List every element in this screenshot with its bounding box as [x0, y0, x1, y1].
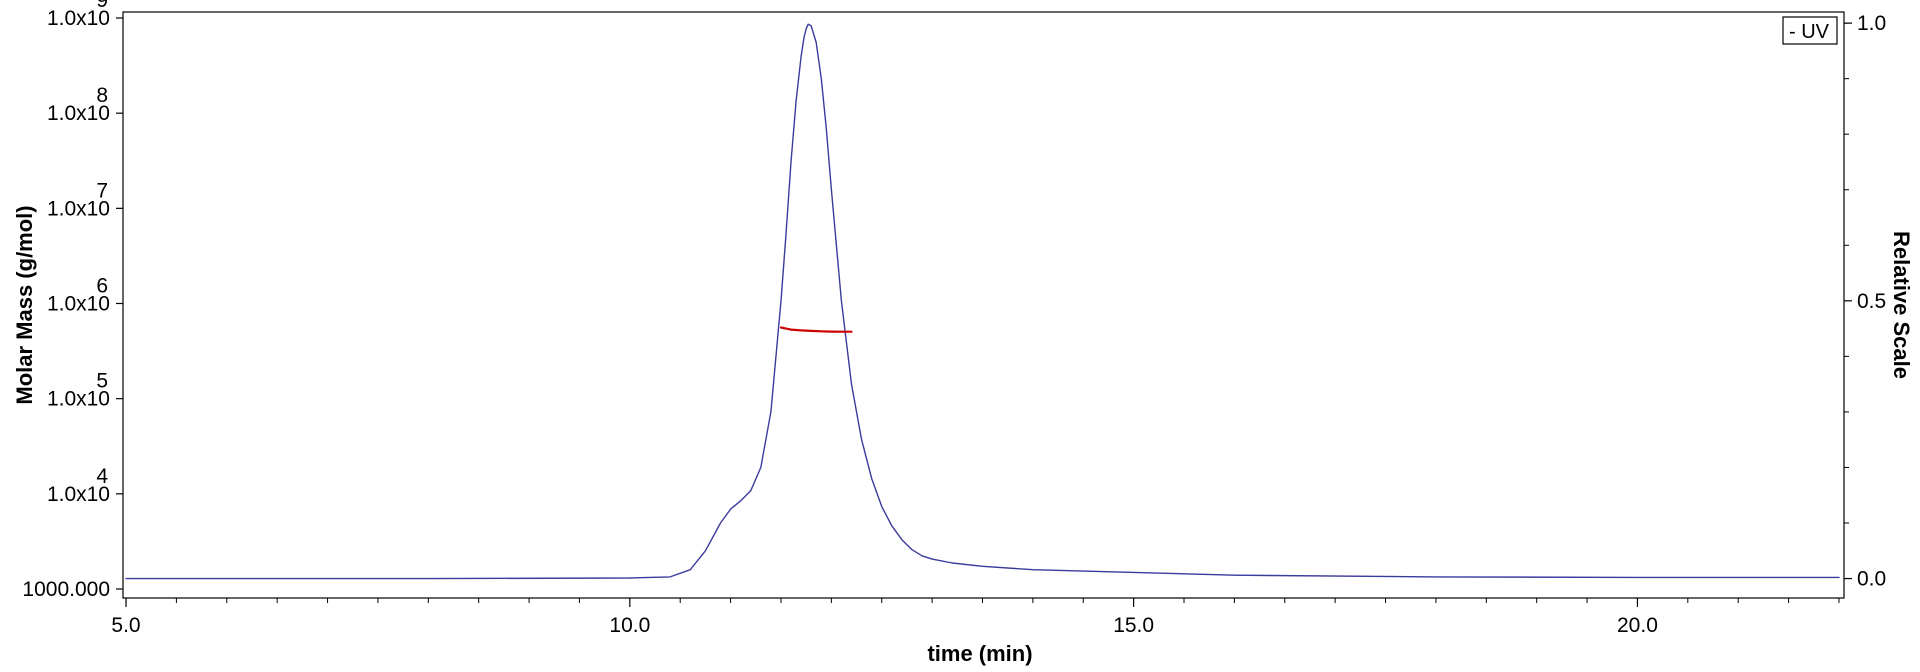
y-left-tick-label: 1000.000 [22, 578, 110, 601]
y-left-tick-exponent: 8 [96, 84, 108, 107]
y-right-tick-label: 0.0 [1857, 568, 1886, 591]
plot-frame [122, 11, 1845, 599]
series-uv-line [125, 23, 1840, 580]
y-left-tick-label: 1.0x10 [47, 483, 110, 506]
y-left-tick-label: 1.0x10 [47, 388, 110, 411]
y-axis-right: 0.0 0.5 1.0 [1844, 12, 1886, 591]
y-axis-left: 1000.0001.0x1041.0x1051.0x1061.0x1071.0x… [22, 0, 123, 601]
y-right-tick-label: 1.0 [1857, 12, 1886, 35]
y-left-tick-label: 1.0x10 [47, 197, 110, 220]
legend-entry-uv: - UV [1789, 21, 1830, 43]
x-tick-label: 10.0 [609, 614, 650, 637]
series-layer [125, 23, 1840, 580]
y-left-tick-exponent: 9 [96, 0, 108, 12]
x-tick-label: 15.0 [1113, 614, 1154, 637]
y-left-tick-exponent: 5 [96, 370, 108, 393]
y-left-tick-exponent: 6 [96, 275, 108, 298]
x-tick-label: 5.0 [111, 614, 140, 637]
y-left-tick-exponent: 7 [96, 179, 108, 202]
y-left-tick-label: 1.0x10 [47, 293, 110, 316]
y-left-tick-label: 1.0x10 [47, 7, 110, 30]
x-axis: 5.0 10.0 15.0 20.0 [111, 598, 1840, 637]
y-axis-left-title: Molar Mass (g/mol) [12, 205, 37, 404]
y-left-tick-label: 1.0x10 [47, 102, 110, 125]
y-right-tick-label: 0.5 [1857, 290, 1886, 313]
series-molar-mass-line [779, 326, 853, 333]
legend: - UV [1782, 16, 1838, 45]
x-tick-label: 20.0 [1617, 614, 1658, 637]
x-axis-title: time (min) [927, 641, 1032, 666]
legend-box [1782, 16, 1838, 45]
y-left-tick-exponent: 4 [96, 465, 108, 488]
y-axis-right-title: Relative Scale [1889, 231, 1914, 379]
